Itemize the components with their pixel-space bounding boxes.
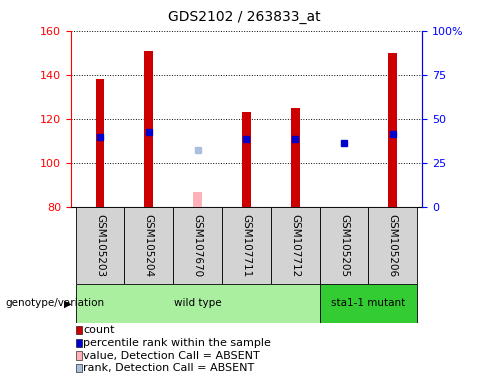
Text: GSM105206: GSM105206 (388, 214, 398, 277)
Text: rank, Detection Call = ABSENT: rank, Detection Call = ABSENT (83, 363, 254, 373)
Text: percentile rank within the sample: percentile rank within the sample (83, 338, 271, 348)
Text: GSM105204: GSM105204 (144, 214, 154, 277)
Bar (320, 207, 368, 284)
Bar (76, 207, 124, 284)
Text: ▶: ▶ (64, 298, 72, 308)
Bar (242, 113, 251, 207)
Bar (222, 207, 271, 284)
Text: GSM105205: GSM105205 (339, 214, 349, 277)
Bar (388, 53, 397, 207)
Bar (271, 207, 320, 284)
Text: sta1-1 mutant: sta1-1 mutant (331, 298, 406, 308)
Bar (144, 51, 153, 207)
Text: wild type: wild type (174, 298, 222, 308)
Text: value, Detection Call = ABSENT: value, Detection Call = ABSENT (83, 351, 260, 361)
Text: GSM105203: GSM105203 (95, 214, 105, 277)
Text: GSM107711: GSM107711 (242, 214, 251, 277)
Bar (193, 192, 202, 207)
Bar (173, 207, 222, 284)
Text: GDS2102 / 263833_at: GDS2102 / 263833_at (168, 10, 320, 23)
Bar (76, 284, 320, 323)
Text: genotype/variation: genotype/variation (5, 298, 104, 308)
Bar (320, 284, 417, 323)
Text: GSM107712: GSM107712 (290, 214, 300, 277)
Bar (96, 79, 104, 207)
Text: GSM107670: GSM107670 (193, 214, 203, 277)
Text: count: count (83, 325, 115, 335)
Bar (368, 207, 417, 284)
Bar (124, 207, 173, 284)
Bar (291, 108, 300, 207)
